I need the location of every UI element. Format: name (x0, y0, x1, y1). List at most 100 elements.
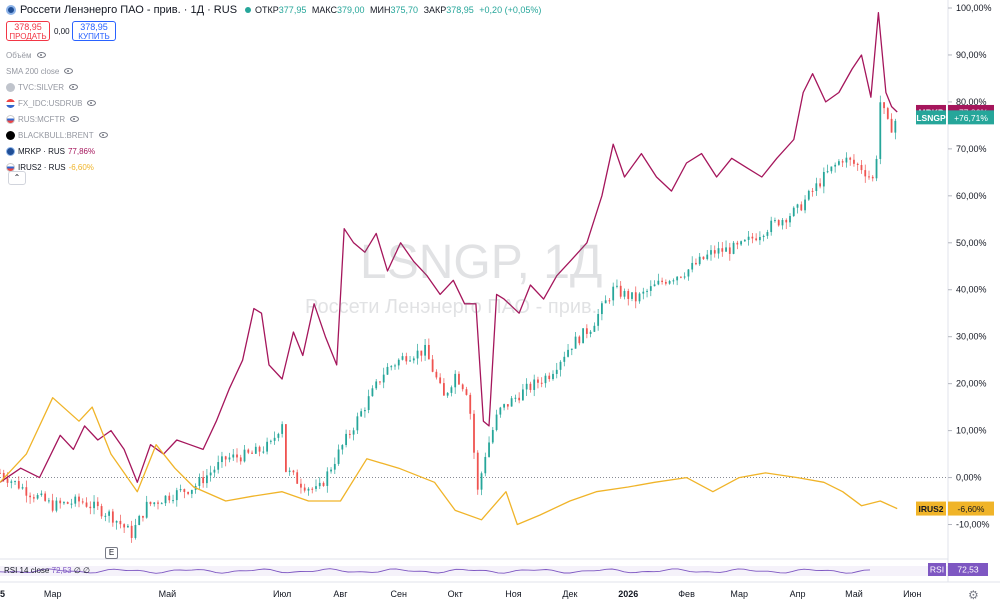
lsngp-candle-body (209, 472, 212, 476)
y-tick-label: 60,00% (956, 191, 987, 201)
lsngp-candle-body (394, 365, 396, 367)
lsngp-candle-body (96, 501, 99, 507)
legend-usdrub[interactable]: FX_IDC:USDRUB (6, 95, 108, 111)
spread-value: 0,00 (54, 26, 70, 36)
lsngp-candle-body (834, 164, 837, 167)
mrkp-logo-icon (6, 146, 15, 156)
lsngp-candle-body (755, 238, 758, 241)
usd-flag-icon (6, 98, 15, 108)
lsngp-candle-body (187, 491, 189, 494)
lsngp-candle-body (736, 242, 739, 245)
lsngp-candle-body (804, 199, 806, 211)
legend-irus2-value: -6,60% (68, 162, 94, 172)
eye-icon[interactable] (36, 52, 46, 58)
legend-collapse-button[interactable]: ⌃ (8, 171, 26, 185)
lsngp-candle-body (830, 166, 833, 172)
lsngp-candle-body (796, 204, 799, 208)
eye-icon[interactable] (70, 116, 80, 122)
lsngp-candle-body (664, 281, 667, 284)
lsngp-candle-body (85, 502, 88, 507)
lsngp-candle-body (352, 430, 355, 435)
series-line-irus2 (0, 397, 898, 526)
y-tick-label: 0,00% (956, 473, 982, 483)
x-tick-label: Мар (730, 589, 748, 599)
earnings-marker[interactable]: E (105, 547, 118, 559)
lsngp-candle-body (770, 220, 773, 233)
lsngp-candle-body (454, 373, 457, 388)
buy-price: 378,95 (80, 22, 108, 32)
rsi-legend[interactable]: RSI 14 close 72,53 ∅ ∅ (4, 566, 90, 575)
lsngp-candle-body (236, 454, 238, 458)
lsngp-candle-body (239, 457, 242, 462)
lsngp-candle-body (634, 292, 637, 302)
legend-silver[interactable]: TVC:SILVER (6, 79, 108, 95)
lsngp-candle-body (111, 511, 114, 523)
legend-brent[interactable]: BLACKBULL:BRENT (6, 127, 108, 143)
lsngp-candle-body (777, 220, 780, 226)
legend-volume[interactable]: Объём (6, 47, 108, 63)
lsngp-candle-body (841, 161, 844, 163)
eye-icon[interactable] (64, 68, 74, 74)
eye-icon[interactable] (87, 100, 97, 106)
lsngp-candle-body (687, 269, 690, 277)
lsngp-candle-body (14, 481, 16, 483)
eye-icon[interactable] (69, 84, 79, 90)
lsngp-candle-body (499, 407, 502, 415)
lsngp-candle-body (604, 300, 607, 304)
lsngp-candle-body (409, 360, 411, 362)
lsngp-candle-body (552, 373, 554, 380)
rsi-band (0, 566, 948, 576)
lsngp-candle-body (631, 292, 633, 299)
lsngp-candle-body (864, 170, 867, 177)
lsngp-candle-body (480, 473, 483, 490)
lsngp-candle-body (104, 515, 107, 517)
lsngp-candle-body (691, 262, 694, 270)
high-label: МАКС (311, 5, 337, 15)
buy-button[interactable]: 378,95 КУПИТЬ (72, 21, 116, 41)
badge-value-bg-irus2 (948, 501, 994, 516)
lsngp-candle-body (179, 489, 182, 491)
lsngp-candle-body (172, 500, 174, 502)
y-tick-label: 90,00% (956, 50, 987, 60)
gear-icon[interactable]: ⚙ (968, 588, 979, 602)
x-axis: 25 Мар Май Июл Авг Сен Окт Ноя Дек 2026 Фев Мар Апр М… (0, 589, 921, 599)
lsngp-candle-body (63, 502, 65, 504)
badge-value-lsngp: +76,71% (954, 113, 988, 123)
rsi-legend-label: RSI 14 close (4, 566, 50, 575)
lsngp-candle-body (740, 241, 742, 245)
legend-mcftr[interactable]: RUS:MCFTR (6, 111, 108, 127)
lsngp-candle-body (213, 469, 216, 473)
lsngp-candle-body (849, 157, 852, 160)
legend-mrkp[interactable]: MRKP · RUS 77,86% (6, 143, 108, 159)
lsngp-candle-body (251, 452, 253, 454)
lsngp-candle-body (134, 524, 137, 538)
badge-name-irus2: IRUS2 (918, 504, 943, 514)
sell-button[interactable]: 378,95 ПРОДАТЬ (6, 21, 50, 41)
lsngp-candle-body (443, 383, 445, 396)
change-value: +0,20 (+0,05%) (479, 5, 542, 15)
lsngp-candle-body (382, 374, 385, 383)
lsngp-candle-body (55, 500, 58, 511)
lsngp-candle-body (785, 219, 788, 223)
lsngp-candle-body (127, 525, 129, 528)
lsngp-candle-body (224, 456, 227, 460)
lsngp-candle-body (390, 366, 393, 368)
lsngp-candle-body (364, 409, 366, 412)
lsngp-candle-body (416, 350, 419, 359)
y-tick-label: 80,00% (956, 97, 987, 107)
lsngp-candle-body (781, 219, 784, 226)
lsngp-candle-body (145, 501, 148, 518)
lsngp-candle-body (285, 424, 287, 472)
symbol-title[interactable]: Россети Ленэнерго ПАО - прив. · 1Д · RUS (20, 4, 238, 16)
legend-sma[interactable]: SMA 200 close (6, 63, 108, 79)
lsngp-candle-body (21, 487, 24, 489)
lsngp-candle-body (206, 475, 208, 484)
legend-mcftr-label: RUS:MCFTR (18, 114, 66, 124)
lsngp-candle-body (330, 469, 332, 472)
lsngp-candle-body (367, 396, 370, 410)
lsngp-candle-body (303, 487, 306, 491)
lsngp-candle-body (807, 190, 810, 200)
eye-icon[interactable] (98, 132, 108, 138)
lsngp-candle-body (29, 495, 31, 498)
lsngp-candle-body (40, 493, 43, 496)
